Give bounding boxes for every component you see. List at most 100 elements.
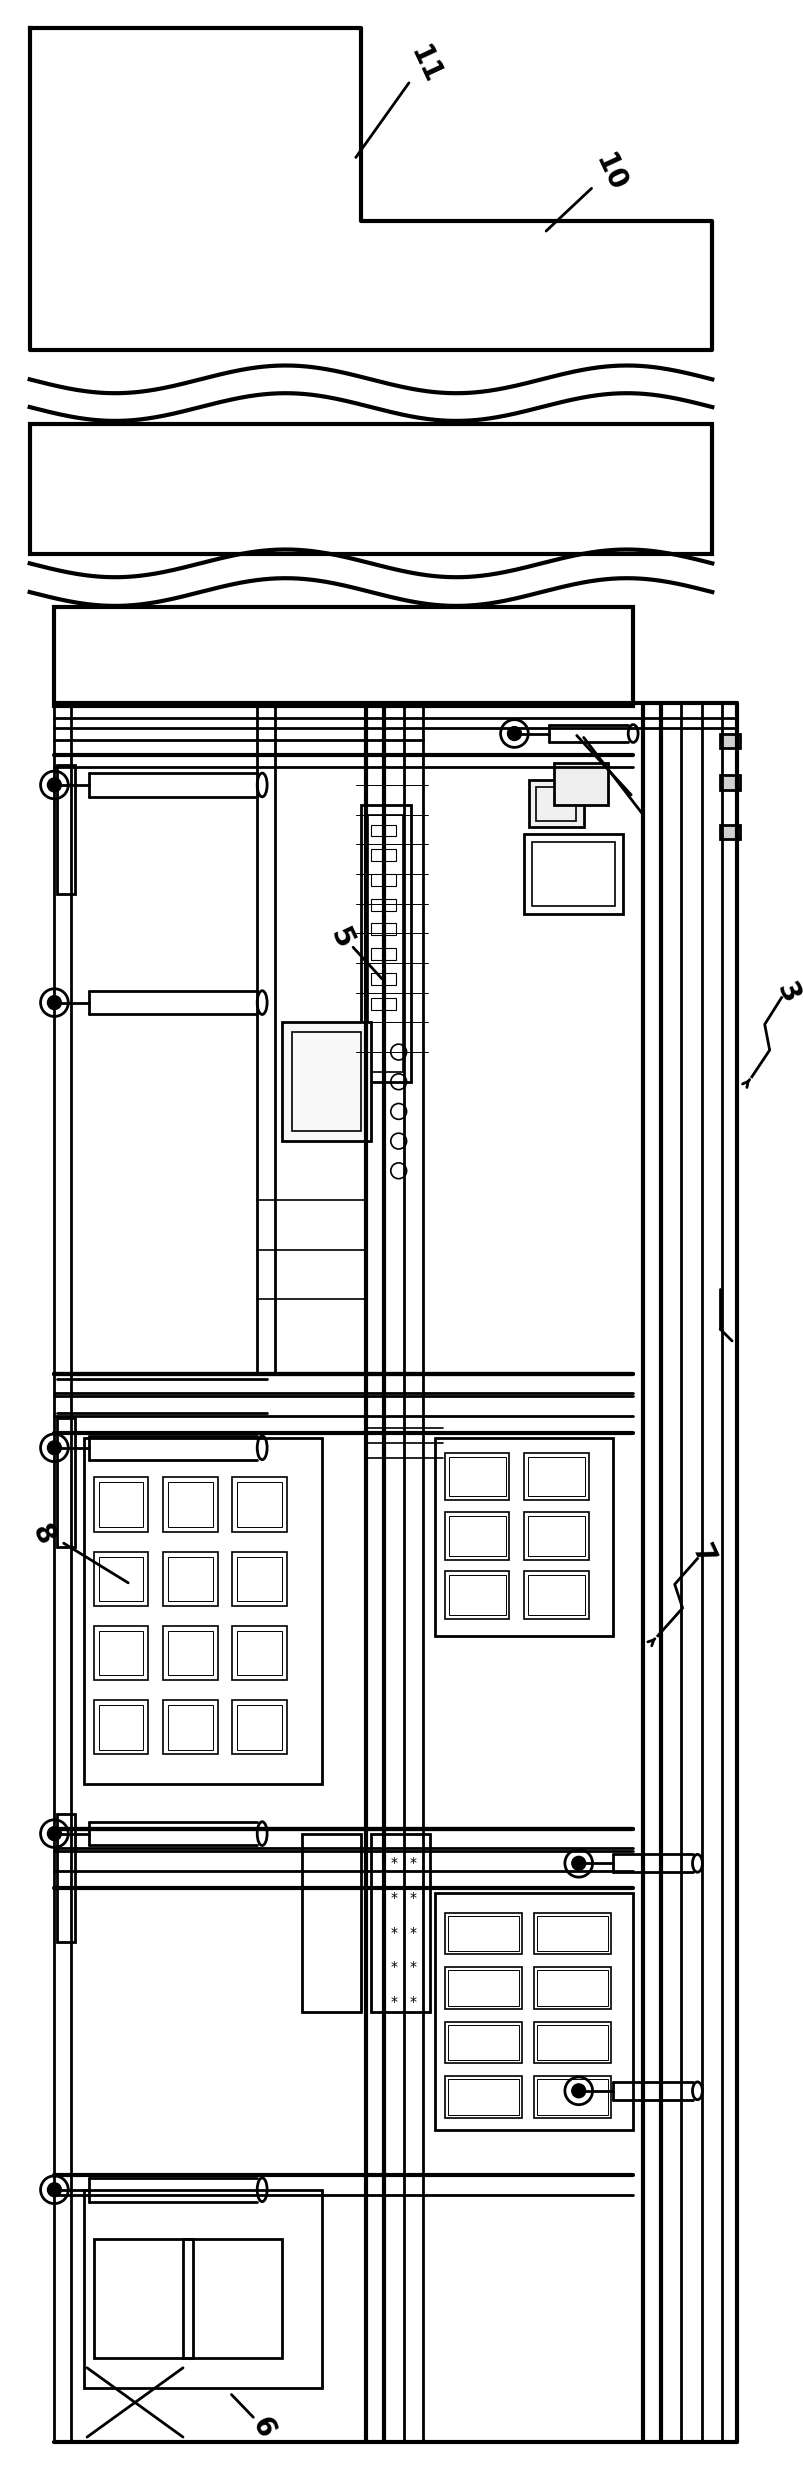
Bar — [237, 1556, 282, 1601]
Bar — [528, 1516, 584, 1556]
Circle shape — [507, 726, 520, 741]
Bar — [30, 425, 711, 554]
Bar — [99, 1631, 143, 1676]
Bar — [237, 1631, 282, 1676]
Text: *: * — [389, 1959, 397, 1974]
Bar — [370, 947, 395, 960]
Text: *: * — [410, 1927, 417, 1939]
Bar — [553, 763, 608, 805]
Bar — [447, 2078, 519, 2116]
Text: 3: 3 — [770, 977, 803, 1007]
Bar — [361, 805, 410, 1081]
Bar — [533, 2021, 610, 2063]
Bar — [524, 835, 622, 912]
Bar — [445, 1966, 522, 2009]
Bar — [434, 1892, 632, 2131]
Bar — [163, 1551, 218, 1606]
Bar — [163, 1477, 218, 1531]
Bar — [445, 1571, 509, 1618]
Bar — [301, 1835, 361, 2011]
Bar — [445, 2021, 522, 2063]
Bar — [370, 850, 395, 860]
Bar — [370, 997, 395, 1009]
Bar — [94, 1551, 149, 1606]
Circle shape — [47, 1442, 61, 1454]
Bar — [370, 900, 395, 910]
Bar — [94, 1700, 149, 1755]
Text: 11: 11 — [404, 42, 446, 87]
Bar — [57, 766, 75, 895]
Bar — [370, 875, 395, 885]
Bar — [719, 825, 739, 840]
Text: *: * — [410, 1959, 417, 1974]
Bar — [536, 1917, 608, 1952]
Bar — [368, 815, 402, 1071]
Circle shape — [47, 778, 61, 793]
Text: 7: 7 — [685, 1539, 718, 1569]
Bar — [232, 1551, 287, 1606]
Bar — [237, 1482, 282, 1526]
Bar — [99, 1705, 143, 1750]
Bar — [370, 922, 395, 935]
Bar — [370, 972, 395, 984]
Text: 6: 6 — [245, 2411, 279, 2441]
Bar — [532, 843, 614, 905]
Text: *: * — [389, 1994, 397, 2009]
Bar — [94, 1626, 149, 1681]
Bar — [57, 1815, 75, 1942]
Bar — [533, 2076, 610, 2118]
Bar — [524, 1452, 588, 1499]
Text: *: * — [410, 1857, 417, 1869]
Bar — [232, 1626, 287, 1681]
Bar — [445, 2076, 522, 2118]
Bar — [99, 1482, 143, 1526]
Circle shape — [47, 1827, 61, 1840]
Circle shape — [47, 2183, 61, 2198]
Text: 10: 10 — [589, 149, 630, 196]
Bar — [449, 1516, 505, 1556]
Text: *: * — [410, 1892, 417, 1904]
Bar — [524, 1571, 588, 1618]
Bar — [447, 1969, 519, 2006]
Bar — [232, 1700, 287, 1755]
Circle shape — [571, 2083, 585, 2098]
Text: 5: 5 — [324, 922, 357, 952]
Bar — [528, 1457, 584, 1497]
Text: *: * — [410, 1994, 417, 2009]
Bar — [168, 1631, 213, 1676]
Bar — [163, 1700, 218, 1755]
Bar — [232, 1477, 287, 1531]
Bar — [445, 1452, 509, 1499]
Bar — [524, 1511, 588, 1559]
Bar — [55, 607, 632, 706]
Bar — [449, 1576, 505, 1616]
Bar — [536, 2024, 608, 2061]
Text: 8: 8 — [26, 1519, 59, 1549]
Bar — [445, 1511, 509, 1559]
Text: *: * — [389, 1927, 397, 1939]
Bar — [291, 1032, 361, 1131]
Bar — [370, 825, 395, 835]
Bar — [94, 2240, 193, 2357]
Bar — [168, 1705, 213, 1750]
Bar — [536, 788, 575, 820]
Text: *: * — [389, 1892, 397, 1904]
Bar — [183, 2240, 282, 2357]
Circle shape — [571, 1857, 585, 1869]
Bar — [445, 1912, 522, 1954]
Bar — [719, 776, 739, 791]
Bar — [536, 1969, 608, 2006]
Bar — [168, 1482, 213, 1526]
Bar — [282, 1022, 370, 1141]
Bar — [434, 1437, 613, 1636]
Bar — [536, 2078, 608, 2116]
Bar — [163, 1626, 218, 1681]
Circle shape — [47, 997, 61, 1009]
Bar — [57, 1417, 75, 1546]
Bar — [94, 1477, 149, 1531]
Bar — [528, 781, 583, 828]
Bar — [84, 1437, 321, 1785]
Bar — [447, 1917, 519, 1952]
Bar — [447, 2024, 519, 2061]
Bar — [449, 1457, 505, 1497]
